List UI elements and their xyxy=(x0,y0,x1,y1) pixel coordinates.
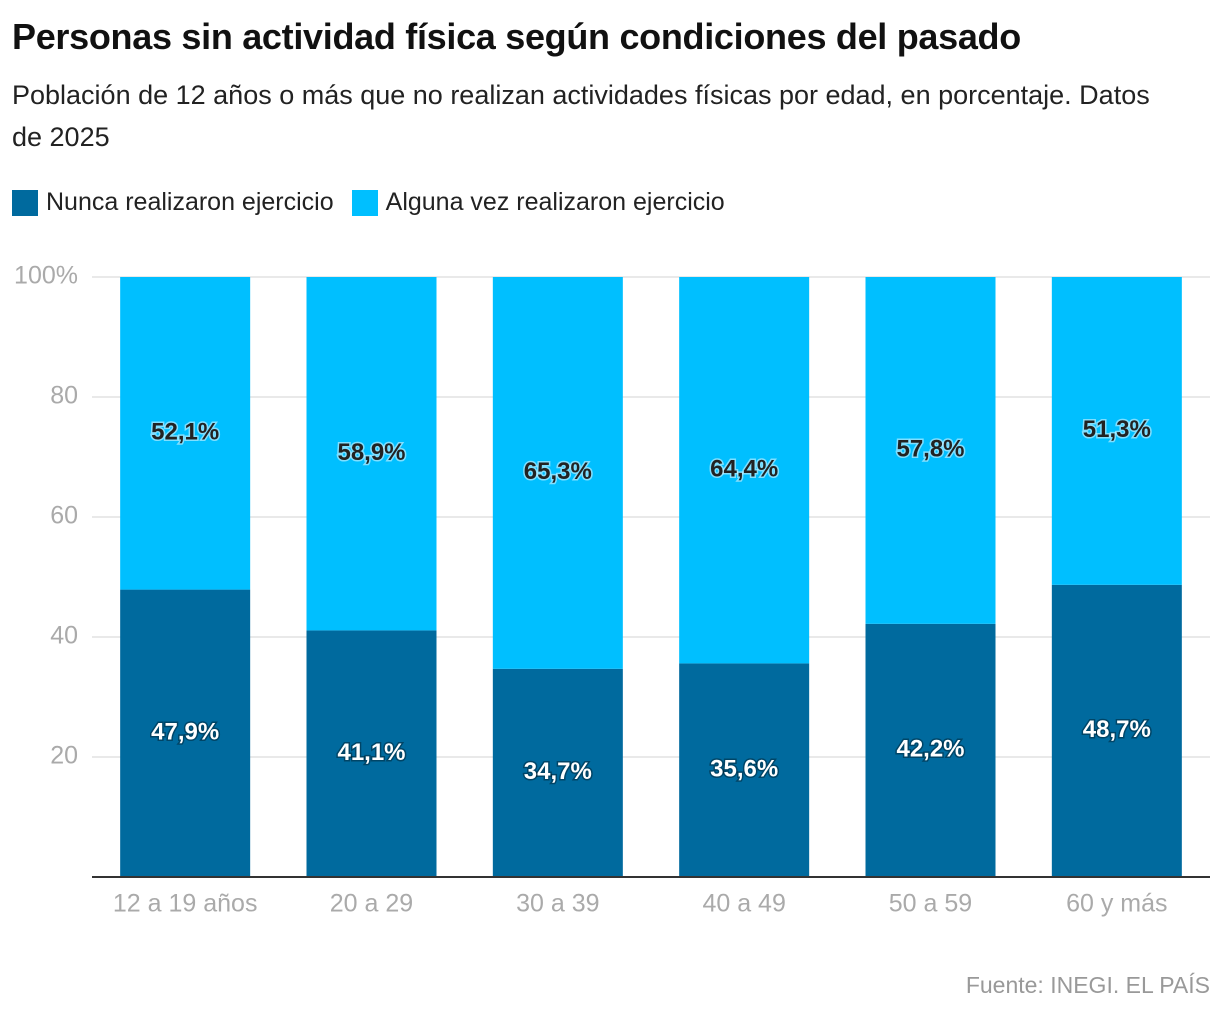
chart-title: Personas sin actividad física según cond… xyxy=(12,16,1021,57)
legend-swatch xyxy=(12,189,38,216)
x-tick-label: 30 a 39 xyxy=(516,890,599,918)
x-tick-label: 40 a 49 xyxy=(702,890,785,918)
y-tick-label: 100% xyxy=(14,262,78,290)
legend-item: Nunca realizaron ejercicio xyxy=(12,188,334,217)
bar-segment xyxy=(679,663,810,877)
y-tick-label: 20 xyxy=(50,742,78,770)
bar-segment xyxy=(1051,584,1182,877)
value-label: 65,3% xyxy=(524,458,592,485)
bar-segment xyxy=(120,589,251,877)
bar-segment xyxy=(679,277,810,664)
value-label: 57,8% xyxy=(896,436,964,463)
legend-label: Alguna vez realizaron ejercicio xyxy=(385,188,725,216)
y-tick-label: 80 xyxy=(50,382,78,410)
bar-segment xyxy=(492,277,623,669)
bar-segment xyxy=(120,277,251,590)
bar-segment xyxy=(865,277,996,624)
legend-swatch xyxy=(351,189,378,216)
bar-segment xyxy=(306,630,437,877)
value-label: 41,1% xyxy=(337,739,405,766)
value-label: 35,6% xyxy=(710,756,778,783)
source: Fuente: INEGI. EL PAÍS xyxy=(965,972,1210,998)
bar-segment xyxy=(306,277,437,631)
legend-label: Nunca realizaron ejercicio xyxy=(46,188,334,216)
value-label: 48,7% xyxy=(1083,716,1151,743)
x-tick-label: 60 y más xyxy=(1066,890,1167,918)
bar-segment xyxy=(865,623,996,877)
legend: Nunca realizaron ejercicio Alguna vez rea… xyxy=(12,188,743,217)
value-label: 58,9% xyxy=(337,439,405,466)
x-tick-label: 20 a 29 xyxy=(330,890,413,918)
value-label: 51,3% xyxy=(1083,416,1151,443)
value-label: 64,4% xyxy=(710,456,778,483)
value-label: 47,9% xyxy=(151,719,219,746)
y-tick-label: 40 xyxy=(50,622,78,650)
bar-segment xyxy=(492,668,623,877)
bar-segment xyxy=(1051,277,1182,585)
value-label: 34,7% xyxy=(524,758,592,785)
legend-item: Alguna vez realizaron ejercicio xyxy=(351,188,725,217)
value-label: 42,2% xyxy=(896,736,964,763)
chart-subtitle: Población de 12 años o más que no realiz… xyxy=(12,80,1150,152)
x-tick-label: 50 a 59 xyxy=(889,890,972,918)
y-tick-label: 60 xyxy=(50,502,78,530)
x-tick-label: 12 a 19 años xyxy=(113,890,258,918)
value-label: 52,1% xyxy=(151,419,219,446)
